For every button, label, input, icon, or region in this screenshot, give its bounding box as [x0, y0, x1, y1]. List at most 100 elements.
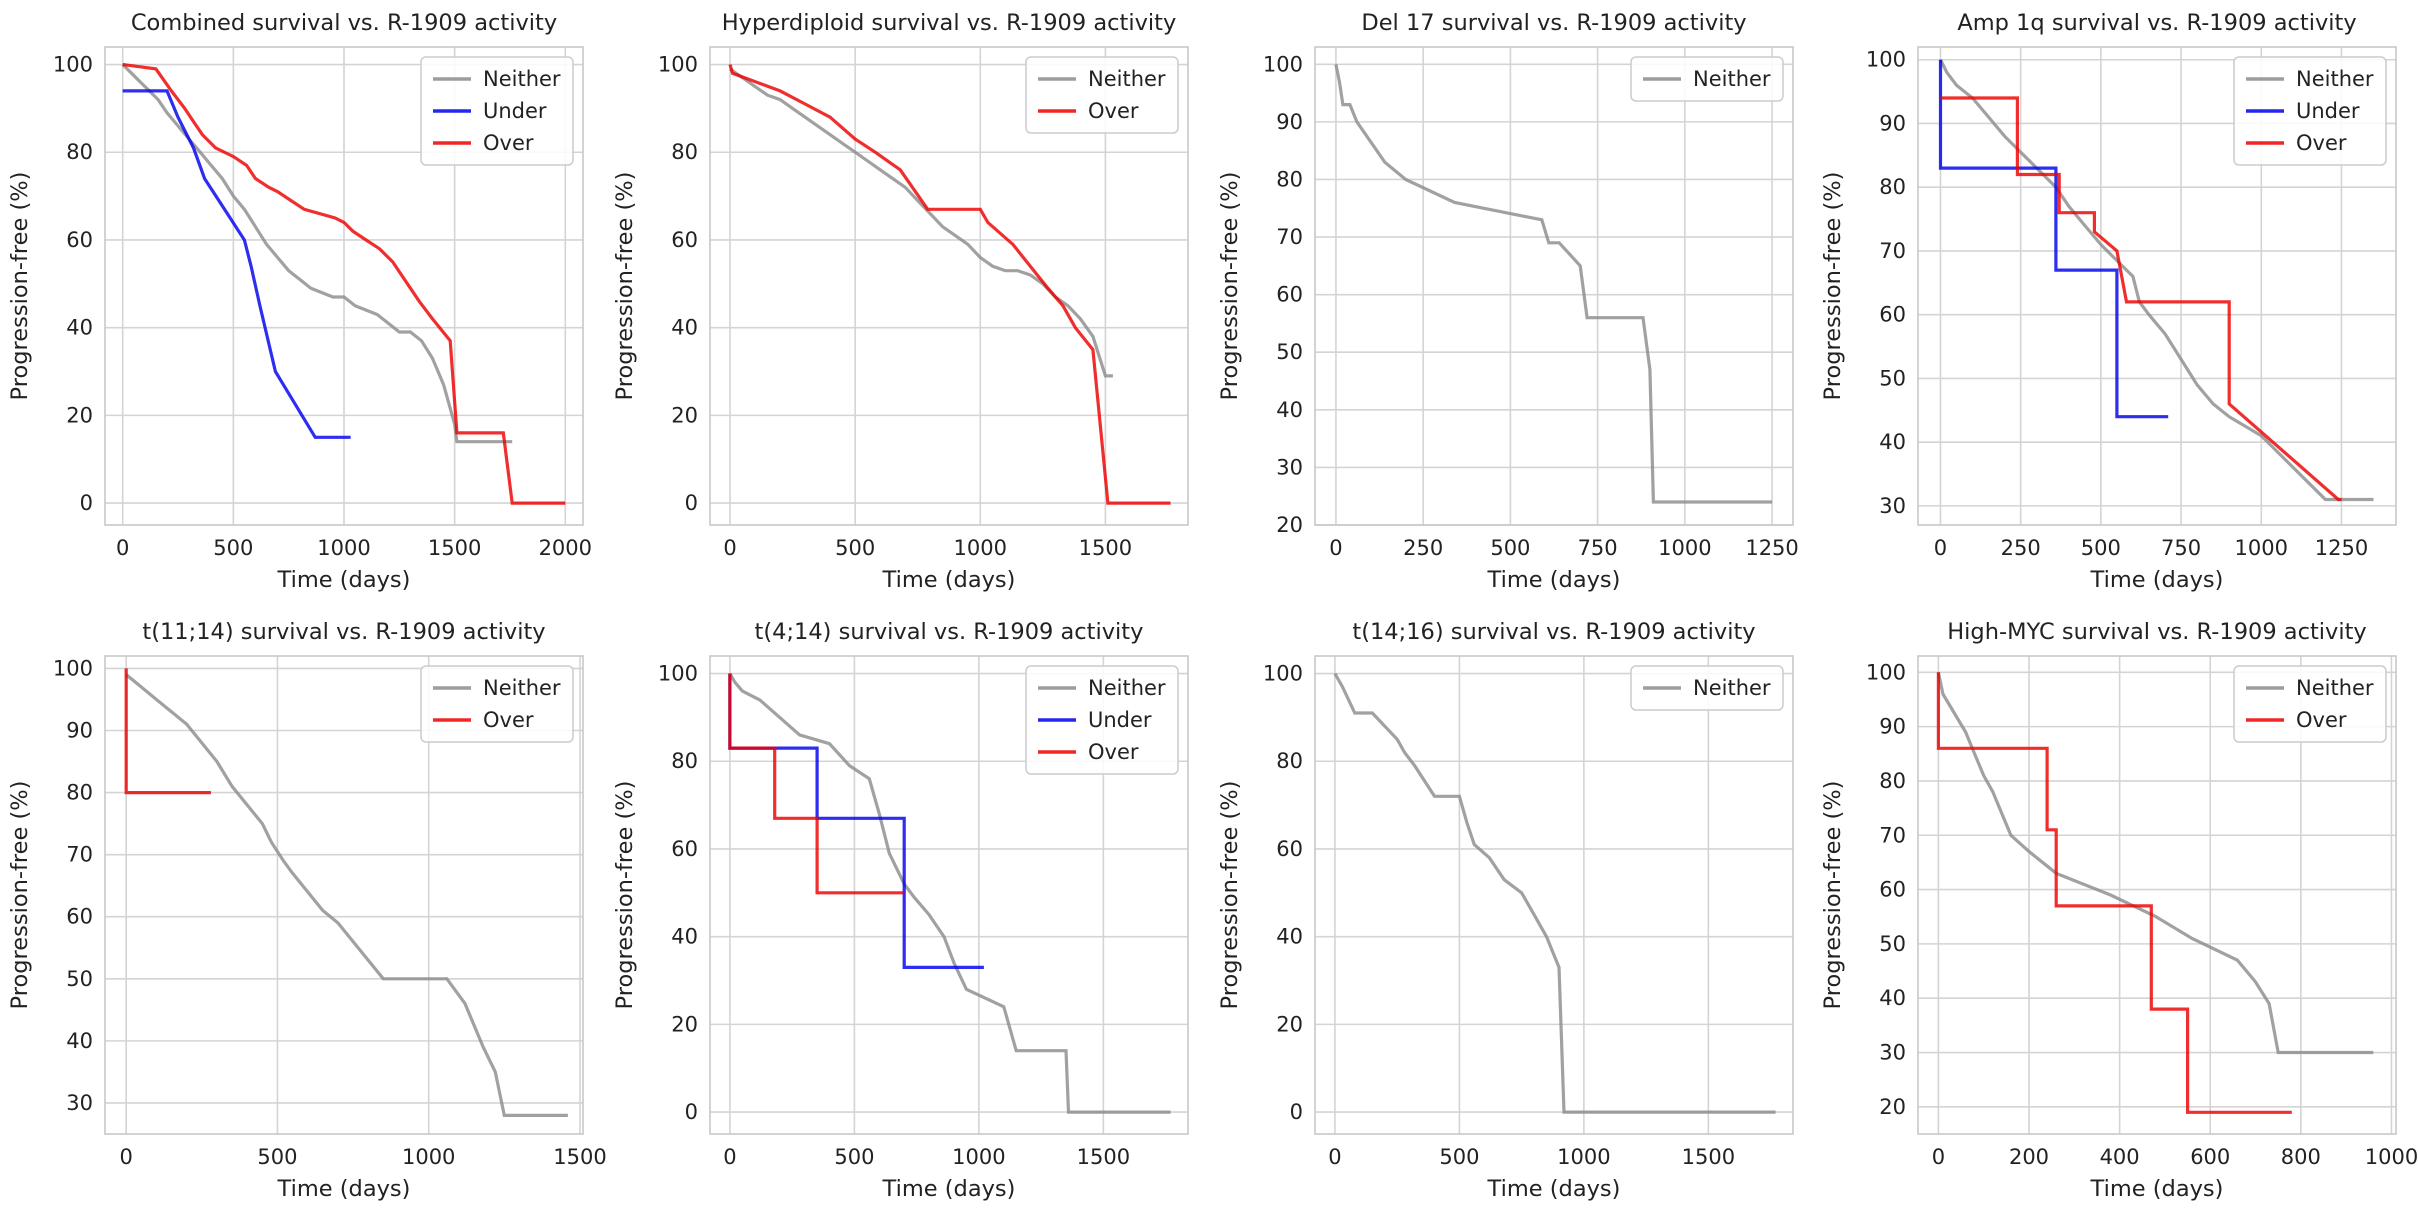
x-tick-label: 0 [1932, 1145, 1945, 1169]
chart-title: Amp 1q survival vs. R-1909 activity [1957, 10, 2356, 36]
series-line-neither [728, 672, 1171, 1114]
plot-frame [104, 655, 584, 1135]
y-tick-label: 80 [671, 140, 698, 164]
y-tick-label: 0 [1290, 1100, 1303, 1124]
plot-frame [1917, 46, 2397, 526]
x-tick-label: 500 [835, 536, 875, 560]
plot-frame [709, 655, 1189, 1135]
legend-box [1025, 665, 1179, 775]
series-line-over [1936, 672, 2292, 1114]
y-tick-label: 40 [1879, 430, 1906, 454]
y-tick-label: 20 [66, 403, 93, 427]
x-tick-label: 1250 [1745, 536, 1798, 560]
series-line-over [728, 64, 1171, 505]
legend-label-over: Over [483, 131, 534, 155]
x-axis-label: Time (days) [1487, 567, 1621, 593]
y-tick-label: 60 [671, 837, 698, 861]
y-tick-label: 70 [1879, 239, 1906, 263]
y-tick-label: 60 [1879, 303, 1906, 327]
y-tick-label: 50 [1879, 932, 1906, 956]
legend-box [420, 665, 574, 743]
plot-frame [1314, 655, 1794, 1135]
y-tick-label: 80 [1879, 175, 1906, 199]
series-line-neither [121, 63, 513, 444]
x-tick-label: 0 [723, 1145, 736, 1169]
y-tick-label: 40 [66, 316, 93, 340]
y-tick-label: 60 [671, 228, 698, 252]
y-tick-label: 100 [658, 53, 698, 77]
x-tick-label: 750 [2161, 536, 2201, 560]
y-tick-label: 40 [671, 316, 698, 340]
legend-box [420, 56, 574, 166]
y-tick-label: 0 [685, 1100, 698, 1124]
plot-frame [1917, 655, 2397, 1135]
y-axis-label: Progression-free (%) [1217, 172, 1243, 401]
x-tick-label: 1000 [1658, 536, 1711, 560]
legend-label-under: Under [2296, 99, 2360, 123]
y-tick-label: 0 [80, 491, 93, 515]
series-line-neither [1333, 672, 1776, 1114]
legend: Neither Under Over [420, 56, 574, 166]
x-tick-label: 200 [2009, 1145, 2049, 1169]
plot-frame [709, 46, 1189, 526]
x-tick-label: 400 [2100, 1145, 2140, 1169]
chart-panel-6: 0 500 1000 1500 0 20 40 60 80 100 t(4;14) survival… [612, 619, 1189, 1202]
series-line-over [728, 673, 905, 895]
y-tick-label: 70 [1276, 225, 1303, 249]
x-tick-label: 250 [1403, 536, 1443, 560]
x-tick-label: 500 [1490, 536, 1530, 560]
x-tick-label: 1000 [317, 536, 370, 560]
x-tick-label: 1000 [2235, 536, 2288, 560]
series-line-neither [1939, 58, 2374, 502]
y-tick-label: 40 [1879, 986, 1906, 1010]
x-tick-label: 1500 [1079, 536, 1132, 560]
y-tick-label: 20 [671, 1012, 698, 1036]
y-tick-label: 50 [1276, 340, 1303, 364]
legend: Neither Over [2233, 665, 2387, 743]
x-tick-label: 0 [723, 536, 736, 560]
legend-box [2233, 665, 2387, 743]
y-tick-label: 30 [1879, 1041, 1906, 1065]
x-tick-label: 1000 [402, 1145, 455, 1169]
series-line-over [122, 62, 566, 505]
x-tick-label: 250 [2001, 536, 2041, 560]
x-axis-label: Time (days) [882, 567, 1016, 593]
x-tick-label: 1000 [954, 536, 1007, 560]
legend: Neither Under Over [2233, 56, 2387, 166]
legend-box [1630, 56, 1784, 102]
legend-label-neither: Neither [1088, 676, 1166, 700]
x-tick-label: 1000 [2365, 1145, 2418, 1169]
plot-frame [104, 46, 584, 526]
y-tick-label: 80 [66, 781, 93, 805]
legend-label-neither: Neither [2296, 676, 2374, 700]
chart-panel-5: 0 500 1000 1500 30 40 50 60 70 80 90 100 t(11;14) su… [7, 619, 607, 1202]
y-tick-label: 100 [1866, 48, 1906, 72]
chart-title: Del 17 survival vs. R-1909 activity [1361, 10, 1746, 36]
y-tick-label: 40 [671, 925, 698, 949]
chart-panel-3: 0 250 500 750 1000 1250 20 30 40 50 60 70 80 90 100 Del… [1217, 10, 1799, 593]
legend: Neither [1630, 665, 1784, 711]
y-tick-label: 20 [1276, 1012, 1303, 1036]
y-tick-label: 60 [1276, 837, 1303, 861]
series-line-under [122, 89, 351, 439]
y-tick-label: 40 [1276, 925, 1303, 949]
x-tick-label: 500 [834, 1145, 874, 1169]
legend-label-neither: Neither [1693, 67, 1771, 91]
legend-box [1025, 56, 1179, 134]
plot-frame [1314, 46, 1794, 526]
legend-label-under: Under [483, 99, 547, 123]
x-tick-label: 500 [213, 536, 253, 560]
legend-label-over: Over [483, 708, 534, 732]
y-axis-label: Progression-free (%) [7, 781, 33, 1010]
chart-panel-2: 0 500 1000 1500 0 20 40 60 80 100 Hyperdiploid sur… [612, 10, 1189, 593]
legend-label-over: Over [1088, 740, 1139, 764]
y-tick-label: 100 [658, 662, 698, 686]
x-axis-label: Time (days) [277, 1176, 411, 1202]
plot-area [1315, 47, 1793, 525]
x-axis-label: Time (days) [1487, 1176, 1621, 1202]
y-tick-label: 20 [1276, 513, 1303, 537]
chart-title: t(4;14) survival vs. R-1909 activity [755, 619, 1144, 645]
chart-title: High-MYC survival vs. R-1909 activity [1947, 619, 2366, 645]
chart-panel-4: 0 250 500 750 1000 1250 30 40 50 60 70 80 90 100 Amp 1… [1820, 10, 2397, 593]
